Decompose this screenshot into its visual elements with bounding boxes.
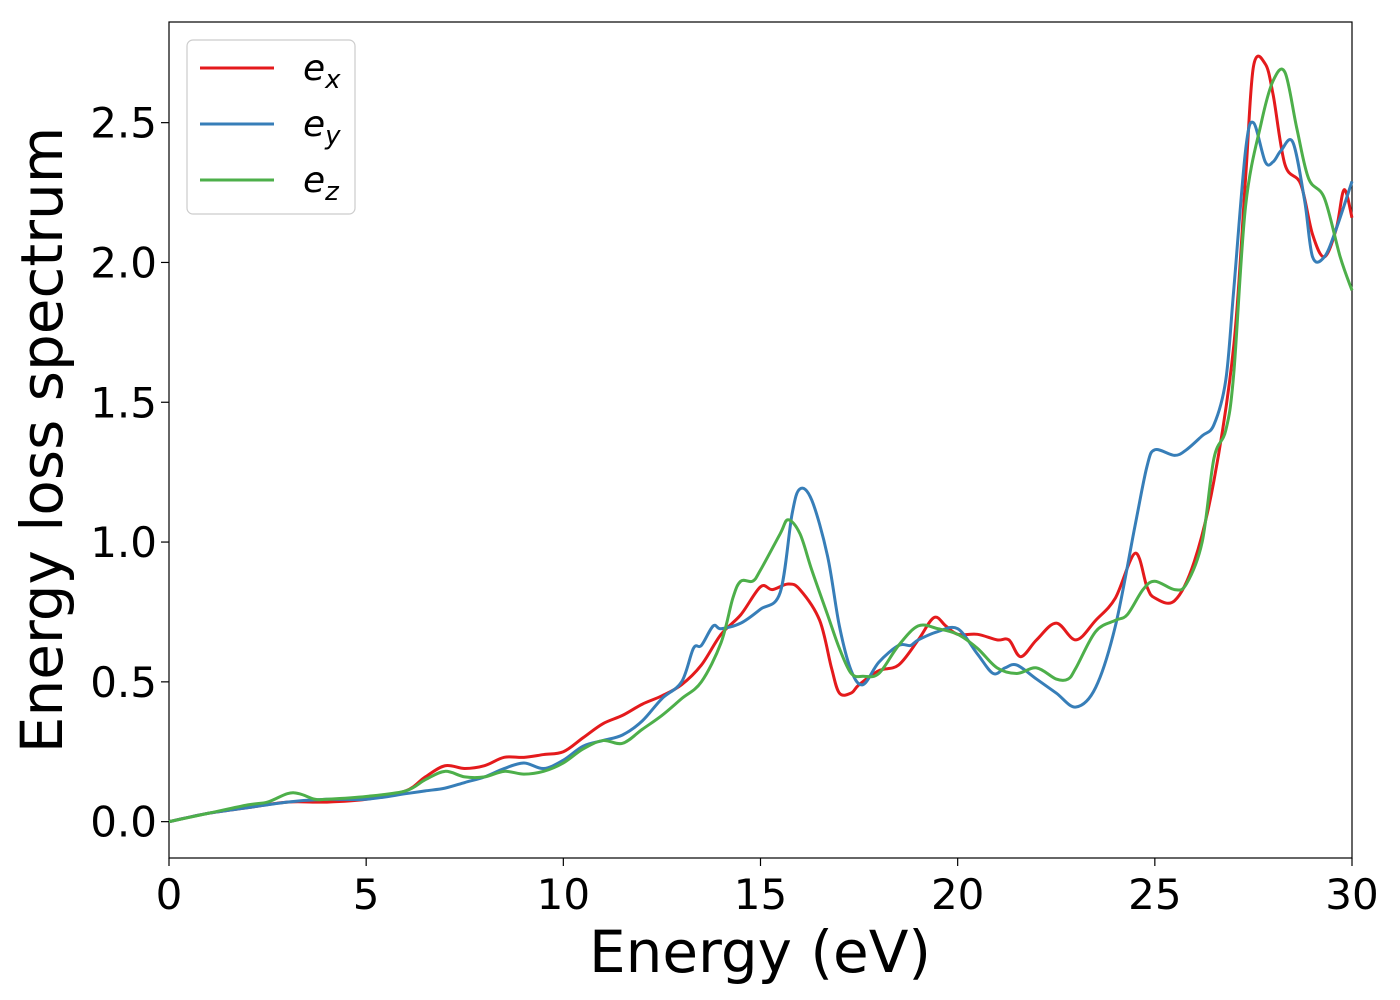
series-line-ez bbox=[168, 67, 1354, 824]
x-tick-label: 5 bbox=[353, 870, 380, 919]
plot-frame bbox=[168, 21, 1353, 859]
x-tick-label: 10 bbox=[537, 870, 590, 919]
y-tick-label: 1.5 bbox=[90, 378, 157, 427]
y-tick-label: 1.0 bbox=[90, 518, 157, 567]
x-tick-label: 0 bbox=[156, 870, 183, 919]
y-tick-label: 2.5 bbox=[90, 99, 157, 148]
y-tick-label: 0.0 bbox=[90, 798, 157, 847]
x-axis-ticks: 0 5 10 15 20 25 30 bbox=[156, 858, 1379, 919]
x-tick-label: 25 bbox=[1128, 870, 1181, 919]
legend-label-z: ez bbox=[303, 160, 340, 207]
x-tick-label: 20 bbox=[931, 870, 984, 919]
legend-label-x: ex bbox=[303, 48, 341, 95]
series-line-ey bbox=[168, 120, 1354, 824]
plot-area bbox=[168, 21, 1354, 859]
x-tick-label: 15 bbox=[734, 870, 787, 919]
y-axis-label: Energy loss spectrum bbox=[8, 127, 76, 753]
y-tick-label: 0.5 bbox=[90, 658, 157, 707]
y-tick-label: 2.0 bbox=[90, 238, 157, 287]
x-tick-label: 30 bbox=[1325, 870, 1378, 919]
series-layer bbox=[168, 54, 1354, 824]
y-axis-ticks: 0.0 0.5 1.0 1.5 2.0 2.5 bbox=[90, 99, 169, 847]
x-axis-label: Energy (eV) bbox=[589, 918, 931, 986]
legend-label-y: ey bbox=[303, 104, 341, 151]
legend: ex ey ez bbox=[186, 39, 356, 215]
legend-box bbox=[186, 39, 356, 215]
